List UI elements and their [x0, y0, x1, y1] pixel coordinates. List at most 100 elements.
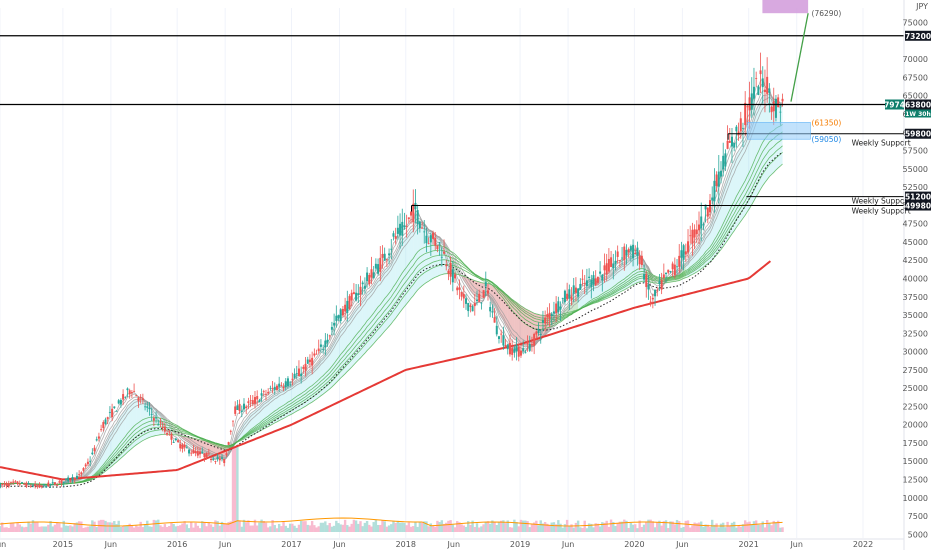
candle-body	[97, 436, 100, 439]
candle-body	[126, 388, 129, 391]
volume-bar	[141, 527, 145, 532]
candle-body	[627, 249, 630, 253]
volume-bar	[157, 519, 160, 532]
candle-body	[684, 251, 687, 255]
candle-body	[144, 406, 147, 408]
candle-body	[502, 335, 505, 346]
volume-bar	[187, 528, 191, 532]
volume-bar	[238, 520, 241, 532]
volume-bar	[425, 521, 428, 532]
volume-bar	[381, 520, 384, 532]
candle-body	[374, 263, 377, 269]
volume-bar	[387, 525, 391, 532]
candle-body	[643, 274, 646, 280]
volume-bar	[772, 520, 775, 532]
candle-body	[289, 384, 292, 386]
volume-bar	[36, 521, 39, 532]
candle-body	[139, 397, 142, 399]
volume-bar	[574, 522, 578, 532]
candle-body	[273, 386, 276, 390]
candle-body	[18, 483, 21, 485]
volume-bar	[616, 523, 619, 532]
volume-bar	[53, 524, 57, 532]
annotation-76290: (76290)	[812, 9, 842, 18]
volume-bar	[607, 526, 611, 532]
volume-bar	[38, 526, 41, 532]
volume-bar	[735, 527, 738, 532]
volume-bar	[651, 521, 655, 532]
volume-bar	[423, 521, 426, 532]
y-tick-label: 32500	[903, 329, 928, 338]
y-tick-label: 7500	[908, 512, 928, 521]
volume-bar	[675, 519, 679, 532]
volume-bar	[645, 521, 648, 532]
volume-bar	[752, 521, 756, 532]
ribbon-fill	[338, 328, 341, 381]
volume-bar	[697, 522, 701, 532]
volume-bar	[678, 521, 681, 532]
candle-body	[49, 484, 52, 485]
candle-body	[249, 400, 252, 402]
candle-body	[245, 406, 248, 408]
candle-body	[519, 350, 522, 356]
volume-bar	[721, 522, 725, 532]
candle-body	[649, 301, 652, 305]
ribbon-fill	[582, 290, 585, 308]
candle-body	[700, 216, 703, 229]
level-badge-label: 49980	[905, 202, 931, 211]
volume-bar	[754, 520, 758, 532]
volume-bar	[475, 523, 479, 532]
candle-body	[574, 287, 577, 293]
volume-bar	[528, 527, 531, 532]
price-axis[interactable]: JPY 5000 7500 10000 12500 15000 17500 20000 2250…	[884, 0, 931, 550]
candle-body	[69, 480, 72, 482]
candle-body	[687, 241, 690, 253]
level-badge	[905, 30, 931, 41]
time-axis[interactable]: Jun 2015 Jun 2016 Jun 2017 Jun 2018 Jun 2019 Jun 20…	[0, 538, 904, 549]
volume-bar	[629, 522, 633, 532]
candle-body	[379, 257, 382, 272]
candle-body	[152, 418, 155, 421]
candle-body	[473, 303, 476, 307]
candle-body	[759, 70, 762, 75]
volume-bar	[585, 528, 589, 532]
volume-bar	[506, 520, 509, 532]
candle-body	[47, 482, 50, 487]
candle-body	[467, 302, 470, 312]
volume-bar	[27, 521, 30, 532]
volume-bar	[284, 525, 287, 532]
candle-body	[537, 329, 540, 333]
candle-body	[172, 441, 175, 443]
volume-bar	[598, 526, 602, 532]
long-moving-average	[0, 260, 772, 481]
candle-body	[566, 293, 569, 300]
candle-body	[761, 78, 764, 88]
candle-body	[709, 200, 712, 213]
candle-body	[541, 320, 544, 323]
candle-body	[506, 344, 509, 350]
volume-bar	[170, 522, 173, 532]
volume-bar	[293, 525, 296, 532]
ribbon-fill	[283, 388, 286, 419]
candle-body	[251, 400, 254, 404]
volume-bar	[3, 527, 6, 532]
volume-bar	[776, 520, 780, 532]
volume-bar	[508, 527, 512, 532]
candle-body	[539, 334, 542, 335]
candle-body	[585, 280, 588, 287]
candle-body	[713, 180, 716, 202]
volume-bar	[482, 524, 485, 532]
volume-bar	[135, 525, 138, 532]
candle-body	[768, 88, 771, 93]
volume-bar	[546, 523, 549, 532]
candle-body	[511, 347, 514, 355]
candle-body	[403, 225, 406, 228]
volume-bar	[249, 525, 252, 532]
ribbon-fill	[331, 340, 335, 387]
volume-bar	[631, 524, 635, 532]
candle-body	[42, 484, 45, 485]
level-badge-label: 59800	[905, 130, 931, 139]
volume-bar	[255, 525, 259, 532]
ribbon-fill	[595, 283, 598, 303]
